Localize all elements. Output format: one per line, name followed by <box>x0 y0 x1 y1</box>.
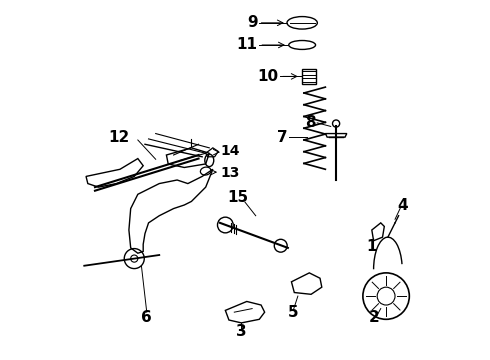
Text: 2: 2 <box>369 310 380 325</box>
Text: 3: 3 <box>236 324 247 339</box>
Text: 12: 12 <box>109 130 130 145</box>
Text: 14: 14 <box>220 144 240 158</box>
Text: 6: 6 <box>142 310 152 325</box>
Text: 9: 9 <box>247 15 258 30</box>
Text: 8: 8 <box>305 115 316 130</box>
Text: 5: 5 <box>288 305 298 320</box>
Text: 10: 10 <box>257 69 278 84</box>
Text: 7: 7 <box>276 130 287 145</box>
Text: 15: 15 <box>227 190 248 205</box>
Text: 1: 1 <box>367 239 377 253</box>
Text: 13: 13 <box>220 166 240 180</box>
Text: 4: 4 <box>397 198 408 212</box>
Text: 11: 11 <box>237 37 258 53</box>
